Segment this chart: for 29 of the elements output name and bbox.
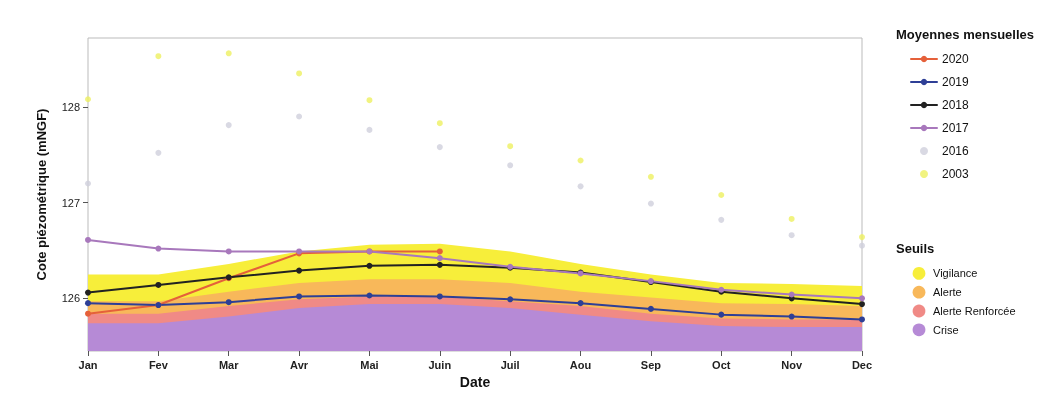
x-tick-label: Fev: [148, 358, 169, 371]
legend-label: 2020: [942, 52, 970, 66]
text: Seuils: [896, 241, 935, 256]
legend-label: 2018: [942, 98, 970, 112]
legend-label: 2016: [942, 144, 970, 158]
x-tick-label: Aou: [569, 358, 592, 371]
legend-label: Vigilance: [933, 267, 978, 280]
x-tick-label: Sep: [640, 358, 662, 371]
legend-label: 2017: [942, 121, 970, 135]
x-axis-title: Date: [459, 373, 491, 390]
x-tick-label: Avr: [290, 358, 309, 371]
y-tick-label: 128: [61, 100, 80, 113]
x-tick-label: Mar: [218, 358, 240, 371]
x-tick-label: Dec: [851, 358, 873, 371]
legend-label: Crise: [933, 323, 959, 336]
x-tick-label: Jan: [78, 358, 98, 371]
legend-label: 2019: [942, 75, 970, 89]
legend-label: Alerte: [933, 286, 962, 299]
y-axis-title: Cote piézométrique (mNGF): [34, 108, 49, 281]
y-tick-label: 127: [61, 196, 80, 209]
x-tick-label: Nov: [781, 358, 803, 371]
x-tick-label: Juin: [428, 358, 452, 371]
legend-label: 2003: [942, 167, 970, 181]
x-tick-label: Oct: [712, 358, 731, 371]
legend-title: Moyennes mensuelles: [896, 27, 1034, 42]
legend-label: Alerte Renforcée: [933, 305, 1016, 317]
x-tick-label: Mai: [360, 358, 379, 371]
x-tick-label: Juil: [500, 358, 520, 371]
y-tick-label: 126: [61, 292, 80, 305]
